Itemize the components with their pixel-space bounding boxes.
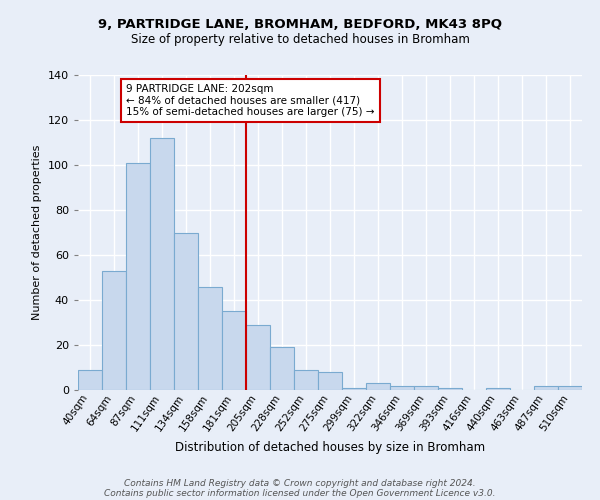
- Bar: [222, 311, 246, 390]
- Text: 9 PARTRIDGE LANE: 202sqm
← 84% of detached houses are smaller (417)
15% of semi-: 9 PARTRIDGE LANE: 202sqm ← 84% of detach…: [126, 84, 374, 117]
- Bar: [342, 388, 366, 390]
- Bar: [198, 286, 222, 390]
- Bar: [150, 138, 174, 390]
- Text: Size of property relative to detached houses in Bromham: Size of property relative to detached ho…: [131, 32, 469, 46]
- Bar: [390, 386, 414, 390]
- X-axis label: Distribution of detached houses by size in Bromham: Distribution of detached houses by size …: [175, 442, 485, 454]
- Y-axis label: Number of detached properties: Number of detached properties: [32, 145, 42, 320]
- Bar: [78, 370, 102, 390]
- Bar: [270, 347, 294, 390]
- Bar: [174, 232, 198, 390]
- Bar: [366, 383, 390, 390]
- Bar: [534, 386, 558, 390]
- Bar: [246, 325, 270, 390]
- Text: Contains public sector information licensed under the Open Government Licence v3: Contains public sector information licen…: [104, 488, 496, 498]
- Bar: [318, 372, 342, 390]
- Bar: [126, 163, 150, 390]
- Bar: [486, 388, 510, 390]
- Bar: [294, 370, 318, 390]
- Bar: [438, 388, 462, 390]
- Bar: [102, 271, 126, 390]
- Text: 9, PARTRIDGE LANE, BROMHAM, BEDFORD, MK43 8PQ: 9, PARTRIDGE LANE, BROMHAM, BEDFORD, MK4…: [98, 18, 502, 30]
- Bar: [558, 386, 582, 390]
- Text: Contains HM Land Registry data © Crown copyright and database right 2024.: Contains HM Land Registry data © Crown c…: [124, 478, 476, 488]
- Bar: [414, 386, 438, 390]
